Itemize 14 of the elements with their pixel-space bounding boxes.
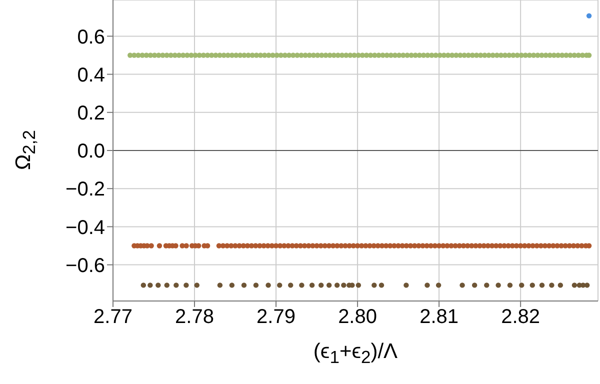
x-tick-label: 2.82 xyxy=(501,306,540,328)
y-tick-label: −0.4 xyxy=(66,216,105,239)
x-tick-label: 2.80 xyxy=(338,306,378,328)
x-tick-label: 2.77 xyxy=(94,306,132,328)
y-tick-label: −0.2 xyxy=(66,178,105,201)
y-tick-label: 0.0 xyxy=(77,140,105,163)
x-axis-title: (ϵ$_{1}$+ϵ$_{2}$)/Λ xyxy=(312,340,399,368)
y-tick-label: 0.2 xyxy=(77,102,105,124)
y-tick-label: 0.6 xyxy=(77,26,105,48)
x-tick-label: 2.79 xyxy=(256,306,296,328)
y-tick-label: −0.6 xyxy=(66,254,105,277)
x-tick-label: 2.81 xyxy=(420,306,459,328)
y-tick-label: 0.4 xyxy=(77,64,105,86)
x-tick-label: 2.78 xyxy=(175,306,214,328)
